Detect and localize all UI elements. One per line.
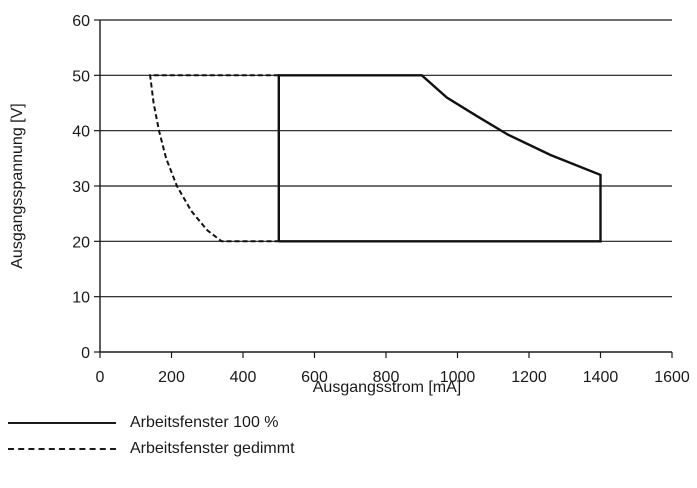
legend-item-solid: Arbeitsfenster 100 % (0, 412, 360, 434)
legend-label-solid: Arbeitsfenster 100 % (130, 414, 279, 431)
x-tick-label-400: 400 (230, 369, 257, 386)
y-tick-label-40: 40 (72, 124, 90, 141)
x-axis-label: Ausgangsstrom [mA] (313, 379, 462, 396)
legend-swatch-solid (8, 422, 116, 424)
y-tick-label-20: 20 (72, 234, 90, 251)
y-tick-label-30: 30 (72, 179, 90, 196)
x-tick-label-1400: 1400 (583, 369, 619, 386)
x-tick-label-600: 600 (301, 369, 328, 386)
y-tick-label-0: 0 (81, 345, 90, 362)
y-tick-label-50: 50 (72, 68, 90, 85)
y-tick-label-60: 60 (72, 13, 90, 30)
y-axis-label: Ausgangsspannung [V] (9, 103, 26, 268)
x-tick-label-200: 200 (158, 369, 185, 386)
grid-lines (100, 19, 672, 298)
legend-label-dashed: Arbeitsfenster gedimmt (130, 440, 295, 457)
axes (94, 19, 673, 358)
series-line-full (277, 74, 602, 243)
y-tick-label-10: 10 (72, 290, 90, 307)
series-lines (148, 74, 602, 243)
x-tick-label-1000: 1000 (440, 369, 476, 386)
x-tick-label-800: 800 (373, 369, 400, 386)
series-line-dimmed (148, 74, 279, 243)
chart: 0 200 400 600 800 1000 1200 1400 1600 0 10 20 30 40 5… (9, 13, 690, 396)
legend-swatch-dashed (8, 448, 116, 450)
legend-item-dashed: Arbeitsfenster gedimmt (0, 438, 360, 460)
x-tick-label-0: 0 (96, 369, 105, 386)
y-tick-labels: 0 10 20 30 40 50 60 (72, 13, 90, 362)
x-tick-label-1200: 1200 (511, 369, 547, 386)
x-tick-labels: 0 200 400 600 800 1000 1200 1400 1600 (96, 369, 690, 386)
x-tick-label-1600: 1600 (654, 369, 690, 386)
